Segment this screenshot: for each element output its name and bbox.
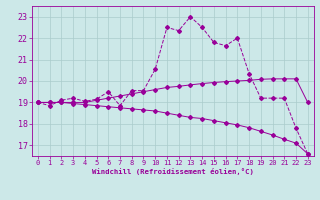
X-axis label: Windchill (Refroidissement éolien,°C): Windchill (Refroidissement éolien,°C) xyxy=(92,168,254,175)
